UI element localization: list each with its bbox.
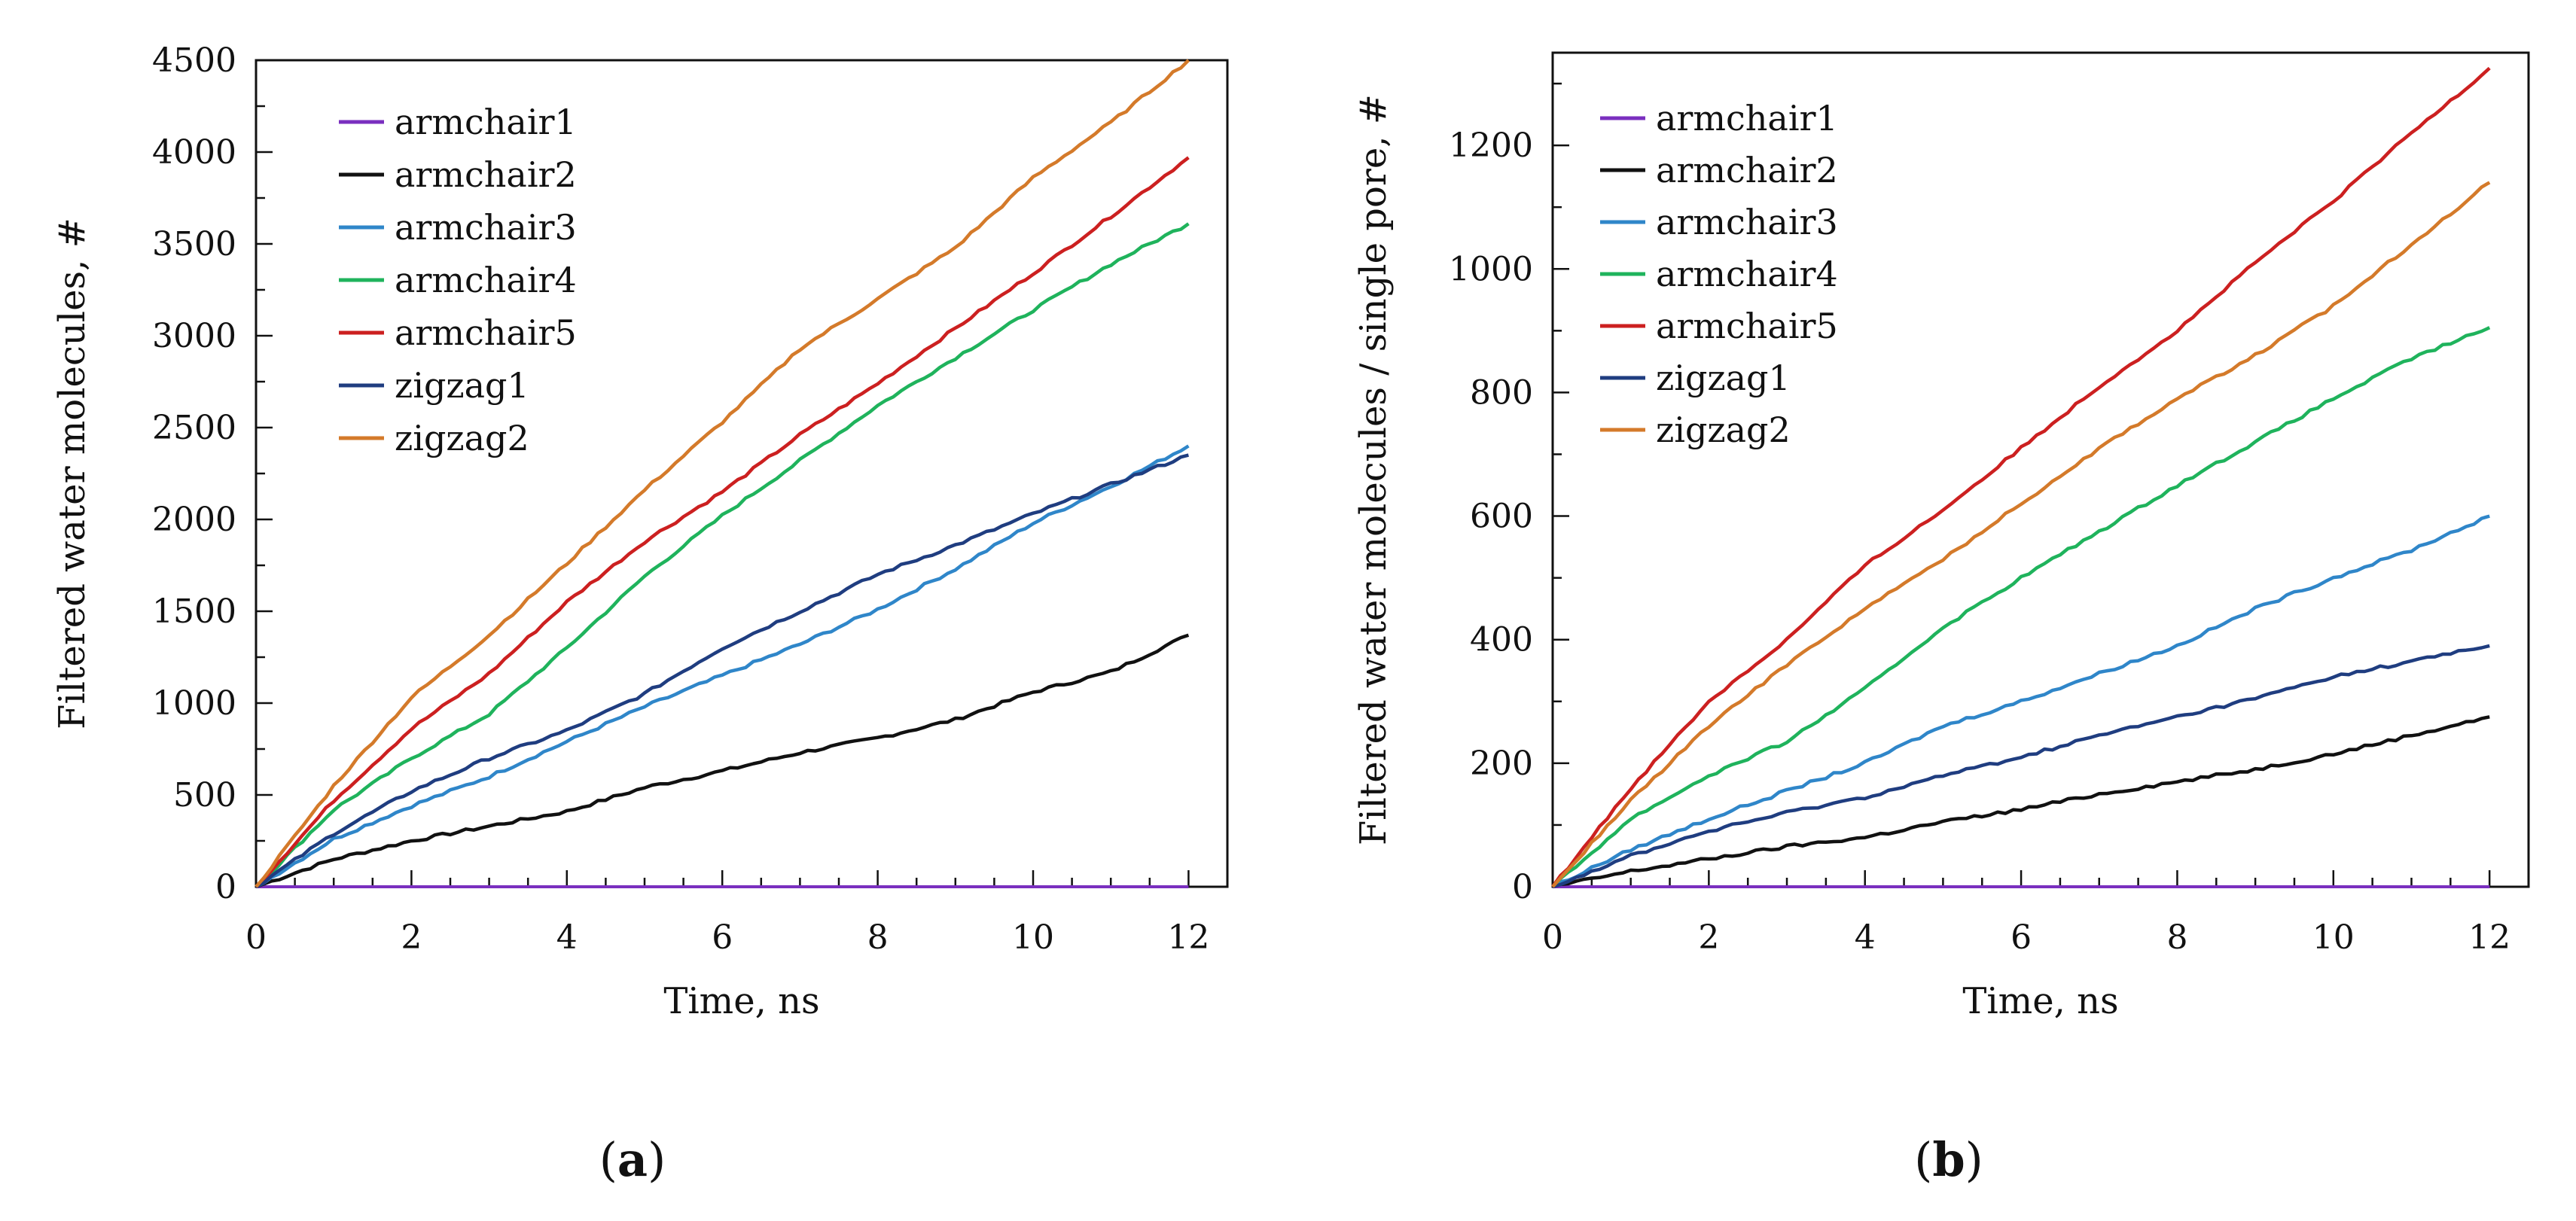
y-tick-label: 500: [173, 776, 236, 815]
x-tick-label: 10: [1012, 918, 1054, 957]
x-tick-label: 12: [1167, 918, 1209, 957]
x-tick-label: 2: [1698, 918, 1719, 957]
chart-panel-b: 0 2 4 6 8 10 12 0 200 400 600 800 1000 1200 Time, ns Fi…: [1352, 51, 2530, 1187]
series-line-armchair5: [255, 156, 1190, 888]
y-tick-label: 4000: [152, 133, 236, 172]
panel-label: (b): [1914, 1132, 1983, 1187]
x-tick-label: 0: [245, 918, 267, 957]
x-tick-label: 4: [556, 918, 578, 957]
series-line-zigzag1: [255, 453, 1189, 889]
x-axis-title: Time, ns: [1962, 980, 2118, 1022]
x-axis-title: Time, ns: [663, 980, 819, 1022]
legend-label-zigzag1: zigzag1: [395, 365, 529, 406]
legend-label-armchair1: armchair1: [1656, 98, 1838, 139]
y-axis-title: Filtered water molecules / single pore, …: [1352, 94, 1395, 845]
y-tick-label: 200: [1470, 744, 1533, 783]
y-tick-label: 600: [1470, 498, 1533, 536]
legend-label-zigzag2: zigzag2: [395, 418, 529, 458]
x-tick-label: 6: [712, 918, 733, 957]
y-tick-label: 4500: [152, 41, 236, 80]
series-line-armchair4: [1551, 326, 2491, 888]
series-line-armchair2: [255, 633, 1190, 889]
series-line-armchair3: [1551, 514, 2490, 888]
x-tick-label: 12: [2468, 918, 2510, 957]
x-tick-label: 6: [2010, 918, 2032, 957]
legend-label-armchair5: armchair5: [1656, 306, 1838, 346]
y-tick-label: 2500: [152, 409, 236, 447]
chart-panel-a: 0 2 4 6 8 10 12 0 500 1000 1500 2000 2500 3000 3500 400…: [51, 41, 1229, 1187]
y-tick-label: 3500: [152, 225, 236, 263]
y-axis-title: Filtered water molecules, #: [51, 218, 93, 729]
y-tick-label: 2000: [152, 501, 236, 539]
x-tick-label: 8: [2166, 918, 2187, 957]
legend-label-armchair2: armchair2: [395, 154, 577, 195]
y-tick-label: 1500: [152, 592, 236, 631]
series-line-armchair2: [1552, 715, 2490, 889]
series-line-zigzag2: [1551, 181, 2491, 888]
y-tick-label: 1000: [152, 684, 236, 723]
y-tick-label: 0: [1512, 868, 1533, 906]
series-line-zigzag1: [1552, 644, 2490, 889]
y-tick-label: 800: [1470, 373, 1533, 412]
legend-label-armchair1: armchair1: [395, 102, 577, 142]
series-line-armchair5: [1551, 66, 2491, 888]
legend-label-armchair2: armchair2: [1656, 150, 1838, 190]
legend-label-armchair3: armchair3: [1656, 202, 1838, 242]
x-tick-label: 8: [867, 918, 889, 957]
y-tick-label: 1200: [1449, 126, 1533, 165]
x-tick-label: 2: [401, 918, 422, 957]
series-line-armchair4: [255, 222, 1190, 888]
legend-label-armchair4: armchair4: [395, 260, 577, 300]
legend-label-armchair5: armchair5: [395, 312, 577, 353]
legend-label-armchair4: armchair4: [1656, 254, 1838, 294]
x-tick-label: 0: [1542, 918, 1563, 957]
legend-label-armchair3: armchair3: [395, 207, 577, 248]
x-tick-label: 4: [1855, 918, 1876, 957]
series-line-zigzag2: [255, 59, 1190, 888]
x-tick-label: 10: [2312, 918, 2355, 957]
series-line-armchair3: [255, 444, 1190, 889]
legend-label-zigzag2: zigzag2: [1656, 410, 1791, 450]
y-tick-label: 1000: [1449, 250, 1533, 288]
panel-label: (a): [599, 1132, 666, 1187]
y-tick-label: 400: [1470, 621, 1533, 659]
y-tick-label: 0: [215, 868, 236, 906]
legend-label-zigzag1: zigzag1: [1656, 358, 1791, 398]
y-tick-label: 3000: [152, 317, 236, 355]
